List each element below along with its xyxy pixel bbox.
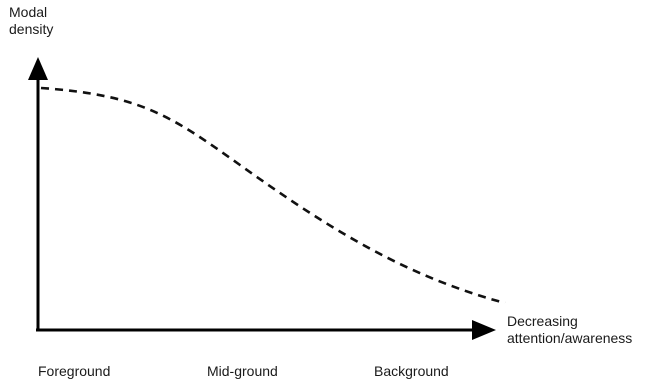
y-axis-label-line1: Modal <box>9 4 48 20</box>
category-label-foreground: Foreground <box>38 363 111 379</box>
x-axis-label-line1: Decreasing <box>507 313 578 329</box>
x-axis-arrowhead <box>472 320 496 340</box>
modal-density-curve <box>40 86 506 305</box>
y-axis-arrowhead <box>28 57 48 80</box>
x-axis-label: Decreasing attention/awareness <box>507 313 632 347</box>
x-axis-label-line2: attention/awareness <box>507 330 633 346</box>
category-label-background: Background <box>374 363 449 379</box>
category-label-mid-ground: Mid-ground <box>207 363 278 379</box>
y-axis-label-line2: density <box>9 21 54 37</box>
y-axis-label: Modal density <box>9 4 53 38</box>
